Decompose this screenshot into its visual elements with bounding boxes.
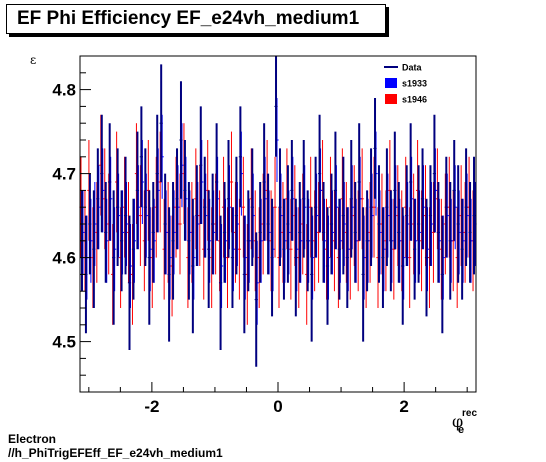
legend-label: s1933	[402, 79, 427, 89]
x-tick-label: 2	[399, 397, 408, 416]
legend-swatch-box	[385, 78, 397, 88]
y-tick-label: 4.6	[52, 249, 76, 268]
y-tick-label: 4.8	[52, 81, 76, 100]
x-tick-label: -2	[144, 397, 159, 416]
x-axis-label-superscript: rec	[462, 408, 477, 419]
chart-title-box: EF Phi Efficiency EF_e24vh_medium1	[6, 4, 386, 34]
legend-label: s1946	[402, 95, 427, 105]
axis-layer: -2 0 2 4.5 4.6 4.7 4.8	[52, 55, 468, 416]
y-tick-label: 4.7	[52, 165, 76, 184]
y-axis-label: ε	[30, 53, 36, 67]
x-axis-label-subscript: e	[458, 424, 464, 436]
footer-line-2: //h_PhiTrigEFEff_EF_e24vh_medium1	[8, 446, 223, 460]
x-axis-label: φ	[452, 412, 463, 431]
footer-line-1: Electron	[8, 432, 57, 446]
series-data	[80, 56, 476, 367]
series-layer	[79, 56, 477, 367]
plot-frame	[79, 55, 477, 393]
legend-label: Data	[402, 63, 423, 73]
legend: Data s1933 s1946	[384, 63, 427, 105]
x-tick-label: 0	[273, 397, 282, 416]
chart-title: EF Phi Efficiency EF_e24vh_medium1	[17, 8, 360, 29]
legend-swatch-box	[385, 94, 397, 104]
y-tick-label: 4.5	[52, 333, 76, 352]
